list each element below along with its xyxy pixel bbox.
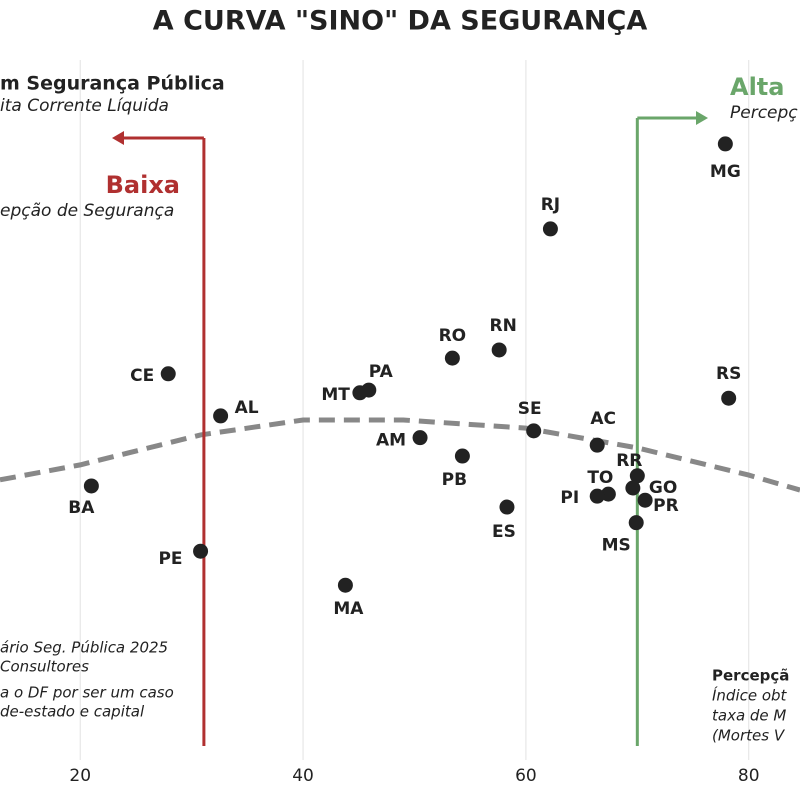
point-label: RN bbox=[490, 316, 517, 336]
point-label: AM bbox=[376, 431, 406, 451]
left-title: m Segurança Pública bbox=[0, 73, 225, 95]
point-label: AL bbox=[235, 398, 259, 418]
low-subtitle: epção de Segurança bbox=[0, 201, 174, 221]
x-desc: taxa de M bbox=[712, 707, 786, 725]
point-label: SE bbox=[518, 399, 542, 419]
point bbox=[526, 423, 542, 439]
point-label: MG bbox=[710, 162, 741, 182]
x-tick-label: 40 bbox=[292, 766, 314, 786]
point bbox=[628, 515, 644, 531]
point-label: GO bbox=[649, 478, 677, 498]
point-label: MA bbox=[333, 599, 364, 619]
point bbox=[491, 342, 507, 358]
point-label: RR bbox=[616, 451, 642, 471]
arrow-head bbox=[112, 131, 124, 145]
trend-curve bbox=[0, 417, 800, 493]
point bbox=[193, 543, 209, 559]
threshold-label: Alta bbox=[730, 73, 784, 101]
x-title: Percepçã bbox=[712, 667, 789, 685]
point-label: RJ bbox=[541, 195, 560, 215]
point bbox=[83, 478, 99, 494]
chart-title: A CURVA "SINO" DA SEGURANÇA bbox=[153, 6, 648, 37]
threshold-label: Baixa bbox=[106, 171, 180, 199]
note: a o DF por ser um caso bbox=[0, 684, 174, 702]
left-subtitle: ita Corrente Líquida bbox=[0, 96, 169, 116]
x-desc: (Mortes V bbox=[712, 727, 786, 745]
x-tick-label: 20 bbox=[69, 766, 91, 786]
source: ário Seg. Pública 2025 bbox=[0, 639, 168, 657]
point-label: RS bbox=[716, 364, 741, 384]
point-label: MT bbox=[321, 385, 350, 405]
arrow-head bbox=[696, 111, 708, 125]
point-label: MS bbox=[602, 536, 631, 556]
point bbox=[721, 390, 737, 406]
high-subtitle: Percepç bbox=[730, 103, 798, 123]
point bbox=[637, 492, 653, 508]
point-label: BA bbox=[68, 498, 95, 518]
point bbox=[717, 136, 733, 152]
point bbox=[444, 350, 460, 366]
point bbox=[213, 408, 229, 424]
point bbox=[589, 437, 605, 453]
point-label: CE bbox=[130, 366, 154, 386]
x-tick-label: 60 bbox=[515, 766, 537, 786]
point bbox=[412, 430, 428, 446]
point bbox=[542, 221, 558, 237]
point bbox=[160, 366, 176, 382]
note: de-estado e capital bbox=[0, 703, 145, 721]
point-label: PE bbox=[158, 549, 182, 569]
point bbox=[589, 488, 605, 504]
point-label: AC bbox=[590, 409, 616, 429]
point bbox=[600, 486, 616, 502]
point bbox=[499, 499, 515, 515]
x-desc: Índice obt bbox=[712, 686, 788, 705]
point bbox=[625, 480, 641, 496]
point bbox=[352, 385, 368, 401]
point-label: TO bbox=[587, 468, 613, 488]
x-tick-label: 80 bbox=[738, 766, 760, 786]
point bbox=[337, 577, 353, 593]
source: Consultores bbox=[0, 658, 89, 676]
point-label: PA bbox=[369, 362, 394, 382]
point-label: ES bbox=[492, 522, 516, 542]
point-label: PI bbox=[560, 488, 579, 508]
point-label: PR bbox=[653, 496, 679, 516]
point-label: PB bbox=[442, 470, 467, 490]
point-label: RO bbox=[439, 326, 467, 346]
point bbox=[454, 448, 470, 464]
point bbox=[629, 468, 645, 484]
